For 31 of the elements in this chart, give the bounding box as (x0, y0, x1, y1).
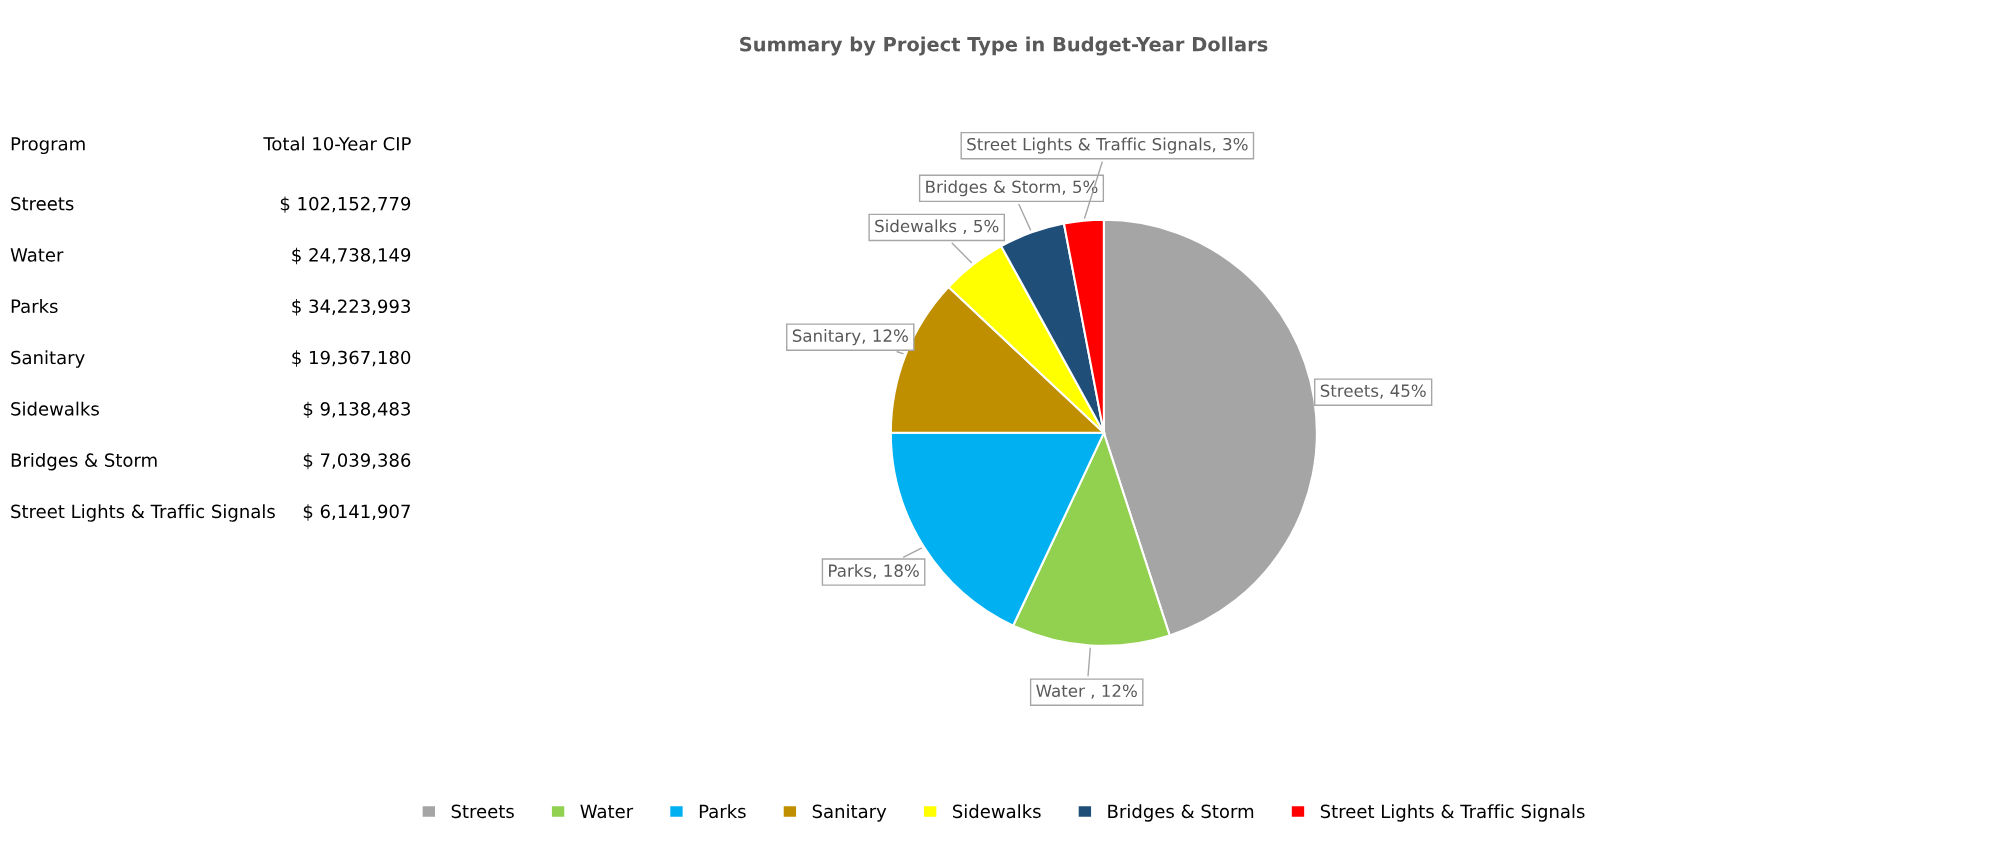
data-label: Water , 12% (1036, 684, 1137, 699)
legend-label: Sanitary (812, 804, 887, 822)
data-label: Bridges & Storm, 5% (926, 180, 1098, 197)
data-label: Streets, 45% (1320, 384, 1426, 399)
data-label: Parks, 18% (829, 564, 919, 579)
legend-label: Water (580, 804, 634, 819)
text: Water (10, 248, 64, 262)
text: $ 34,223,993 (292, 299, 410, 316)
text: $ 24,738,149 (292, 247, 411, 265)
text: Streets (11, 196, 74, 211)
legend-label: Bridges & Storm (1108, 804, 1254, 822)
data-label: Sidewalks , 5% (875, 219, 999, 234)
legend-label: Street Lights & Traffic Signals (1320, 804, 1585, 822)
text: Total 10-Year CIP (263, 136, 411, 151)
text: Street Lights & Traffic Signals (11, 504, 275, 522)
data-label: Sanitary, 12% (792, 329, 908, 346)
text: $ 7,039,386 (303, 452, 411, 470)
data-label: Street Lights & Traffic Signals, 3% (967, 137, 1248, 154)
legend-label: Parks (699, 804, 746, 819)
text: $ 19,367,180 (292, 350, 411, 367)
text: Program (11, 137, 85, 155)
text: $ 102,152,779 (280, 196, 411, 213)
legend-label: Streets (451, 804, 514, 819)
chart-title: Summary by Project Type in Budget-Year Dollars (740, 36, 1268, 56)
text: Bridges & Storm (11, 452, 157, 471)
legend-label: Sidewalks (952, 804, 1041, 819)
text: Sanitary (11, 350, 85, 368)
text: $ 6,141,907 (303, 504, 410, 521)
text: $ 9,138,483 (303, 401, 410, 419)
text: Sidewalks (11, 401, 99, 416)
text: Parks (11, 299, 58, 314)
